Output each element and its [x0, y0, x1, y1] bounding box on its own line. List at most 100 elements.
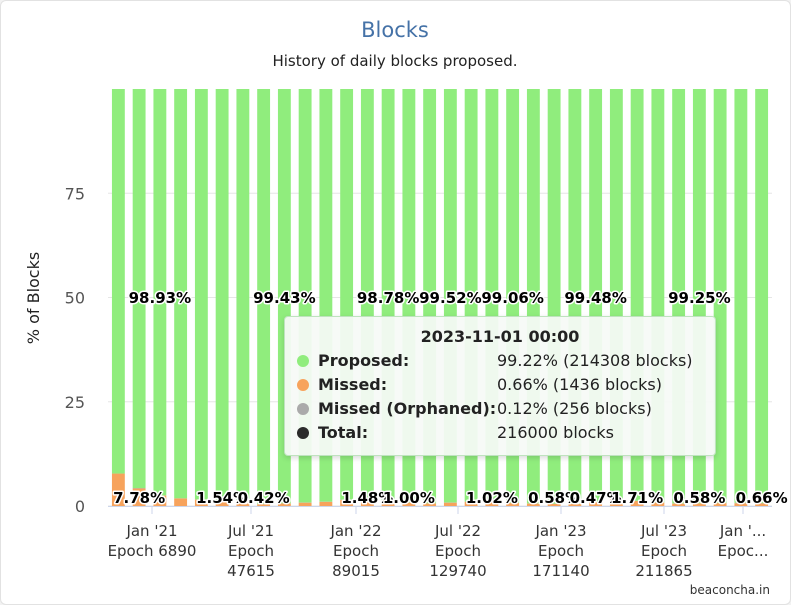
bar-missed — [734, 503, 748, 506]
y-tick-label: 50 — [65, 289, 85, 308]
bar-missed — [464, 501, 478, 506]
x-tick-label: Jul '21 — [227, 522, 274, 540]
y-tick-label: 0 — [75, 497, 85, 516]
data-label: 1.54% — [196, 489, 248, 507]
tooltip-value: 99.22% (214308 blocks) — [497, 351, 693, 370]
bar-missed — [692, 503, 706, 506]
tooltip-label: Missed (Orphaned): — [318, 399, 497, 418]
bar-missed — [651, 502, 665, 506]
y-axis-label: % of Blocks — [24, 252, 43, 344]
bar-proposed — [236, 89, 250, 503]
x-tick-label: 211865 — [635, 562, 692, 580]
bar-missed — [526, 503, 540, 506]
data-label: 0.66% — [736, 489, 788, 507]
bar-missed — [236, 502, 250, 506]
total-dot-icon — [297, 427, 309, 439]
chart-subtitle: History of daily blocks proposed. — [272, 52, 517, 70]
data-label: 1.71% — [611, 489, 663, 507]
data-label: 1.02% — [466, 489, 518, 507]
bar-proposed — [257, 89, 271, 505]
data-label: 98.93% — [129, 289, 191, 307]
x-tick-label: Epoch — [538, 542, 584, 560]
tooltip-title: 2023-11-01 00:00 — [420, 327, 580, 346]
bar-proposed — [132, 89, 146, 489]
x-tick-label: Jan '... — [719, 522, 766, 540]
bar-proposed — [734, 89, 748, 503]
bar-proposed — [713, 89, 727, 503]
bar-missed — [423, 503, 437, 506]
x-tick-label: Jan '21 — [125, 522, 177, 540]
bar-missed — [215, 500, 229, 506]
x-tick-label: Epoch — [333, 542, 379, 560]
bar-missed — [755, 503, 769, 506]
bar-missed — [443, 502, 457, 506]
bar-missed — [589, 502, 603, 506]
bar-proposed — [111, 89, 125, 474]
x-axis: Jan '21 Epoch 6890 Jul '21 Epoch 47615 Jan '2… — [108, 506, 772, 580]
data-label: 0.58% — [673, 489, 725, 507]
y-tick-label: 75 — [65, 184, 85, 203]
x-tick-label: Epoch — [228, 542, 274, 560]
bar-missed — [174, 498, 188, 506]
tooltip-value: 0.66% (1436 blocks) — [497, 375, 662, 394]
bar-missed — [257, 504, 271, 506]
bar-missed — [132, 488, 146, 506]
bar-missed — [153, 495, 167, 506]
bar-missed — [381, 501, 395, 506]
bar-missed — [568, 504, 582, 506]
bar-proposed — [194, 89, 208, 500]
data-label: 99.43% — [253, 289, 315, 307]
bar-missed — [111, 473, 125, 506]
bar-missed — [194, 499, 208, 506]
data-label: 0.42% — [238, 489, 290, 507]
x-tick-label: Epoch 6890 — [108, 542, 197, 560]
tooltip-label: Total: — [318, 423, 369, 442]
bar-missed — [713, 503, 727, 506]
proposed-dot-icon — [297, 355, 309, 367]
bar-proposed — [215, 89, 229, 501]
x-tick-label: Epoch — [641, 542, 687, 560]
chart-title: Blocks — [361, 18, 429, 42]
y-tick-label: 25 — [65, 393, 85, 412]
data-label: 0.47% — [570, 489, 622, 507]
bar-missed — [360, 500, 374, 506]
tooltip-label: Proposed: — [318, 351, 410, 370]
data-label: 1.00% — [383, 489, 435, 507]
data-label: 98.78% — [357, 289, 419, 307]
x-tick-label: Jul '22 — [434, 522, 481, 540]
data-labels: 98.93% 99.43% 98.78% 99.52% 99.06% 99.48% 99.2… — [112, 288, 790, 509]
credit-link[interactable]: beaconcha.in — [689, 583, 770, 597]
orphaned-dot-icon — [297, 403, 309, 415]
x-tick-label: Epoch — [435, 542, 481, 560]
data-label: 99.25% — [668, 289, 730, 307]
bar-proposed — [755, 89, 769, 504]
tooltip-value: 0.12% (256 blocks) — [497, 399, 652, 418]
x-tick-label: 89015 — [332, 562, 380, 580]
data-label: 0.58% — [528, 489, 580, 507]
bar-missed — [672, 503, 686, 506]
data-label: 1.48% — [341, 489, 393, 507]
bar-missed — [609, 498, 623, 506]
bar-missed — [506, 503, 520, 506]
x-tick-label: 171140 — [532, 562, 589, 580]
x-tick-label: 129740 — [429, 562, 486, 580]
missed-dot-icon — [297, 379, 309, 391]
bar-missed — [340, 499, 354, 506]
bar-missed — [485, 502, 499, 506]
data-label: 99.48% — [564, 289, 626, 307]
x-tick-label: Jan '22 — [329, 522, 381, 540]
y-axis-ticks: 0 25 50 75 — [65, 184, 85, 516]
x-tick-label: Jan '23 — [534, 522, 586, 540]
tooltip: 2023-11-01 00:00 Proposed: 99.22% (21430… — [284, 316, 716, 456]
bar-missed — [402, 502, 416, 506]
x-tick-label: Jul '23 — [640, 522, 687, 540]
data-label: 7.78% — [113, 489, 165, 507]
bar-proposed — [153, 89, 167, 496]
bar-proposed — [174, 89, 188, 499]
bar-orphaned — [734, 502, 748, 504]
bar-missed — [277, 503, 291, 506]
data-label: 99.52% — [419, 289, 481, 307]
x-tick-label: 47615 — [227, 562, 275, 580]
